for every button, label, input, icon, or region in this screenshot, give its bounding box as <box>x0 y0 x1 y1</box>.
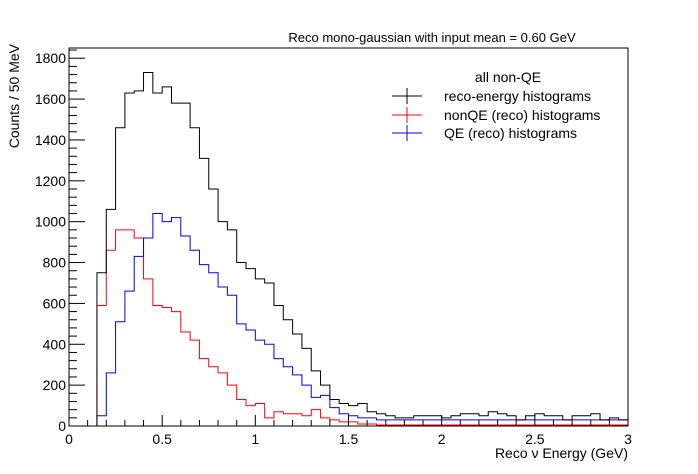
y-tick-label: 200 <box>43 377 67 393</box>
y-axis-title: Counts / 50 MeV <box>6 43 22 148</box>
legend-entry: nonQE (reco) histograms <box>392 107 600 123</box>
legend-entry: QE (reco) histograms <box>392 125 577 141</box>
y-tick-label: 1000 <box>35 214 66 230</box>
series-reco-energy-histograms-line <box>69 72 628 427</box>
x-tick-label: 3 <box>624 431 632 447</box>
legend-label: nonQE (reco) histograms <box>444 107 600 123</box>
y-tick-label: 1800 <box>35 50 66 66</box>
x-axis-title: Reco ν Energy (GeV) <box>495 445 628 461</box>
x-tick-label: 0.5 <box>152 431 172 447</box>
x-tick-label: 2.5 <box>525 431 545 447</box>
legend-label: reco-energy histograms <box>444 88 591 104</box>
legend-label: QE (reco) histograms <box>444 125 577 141</box>
series-nonqe-reco-histograms-line <box>69 229 628 427</box>
x-tick-label: 0 <box>65 431 73 447</box>
y-tick-label: 800 <box>43 255 67 271</box>
legend-header: all non-QE <box>475 69 541 85</box>
x-tick-label: 1.5 <box>339 431 359 447</box>
legend: all non-QE reco-energy histograms nonQE (… <box>392 69 600 141</box>
y-tick-label: 400 <box>43 336 67 352</box>
series-qe-reco-histograms-line <box>69 213 628 427</box>
y-tick-label: 1400 <box>35 132 66 148</box>
y-tick-label: 600 <box>43 295 67 311</box>
x-tick-label: 1 <box>251 431 259 447</box>
y-tick-label: 0 <box>58 418 66 434</box>
y-tick-label: 1600 <box>35 91 66 107</box>
legend-entry: reco-energy histograms <box>392 88 591 104</box>
chart-title: Reco mono-gaussian with input mean = 0.6… <box>288 30 576 45</box>
y-tick-label: 1200 <box>35 173 66 189</box>
plot-area <box>68 47 629 427</box>
x-tick-label: 2 <box>438 431 446 447</box>
